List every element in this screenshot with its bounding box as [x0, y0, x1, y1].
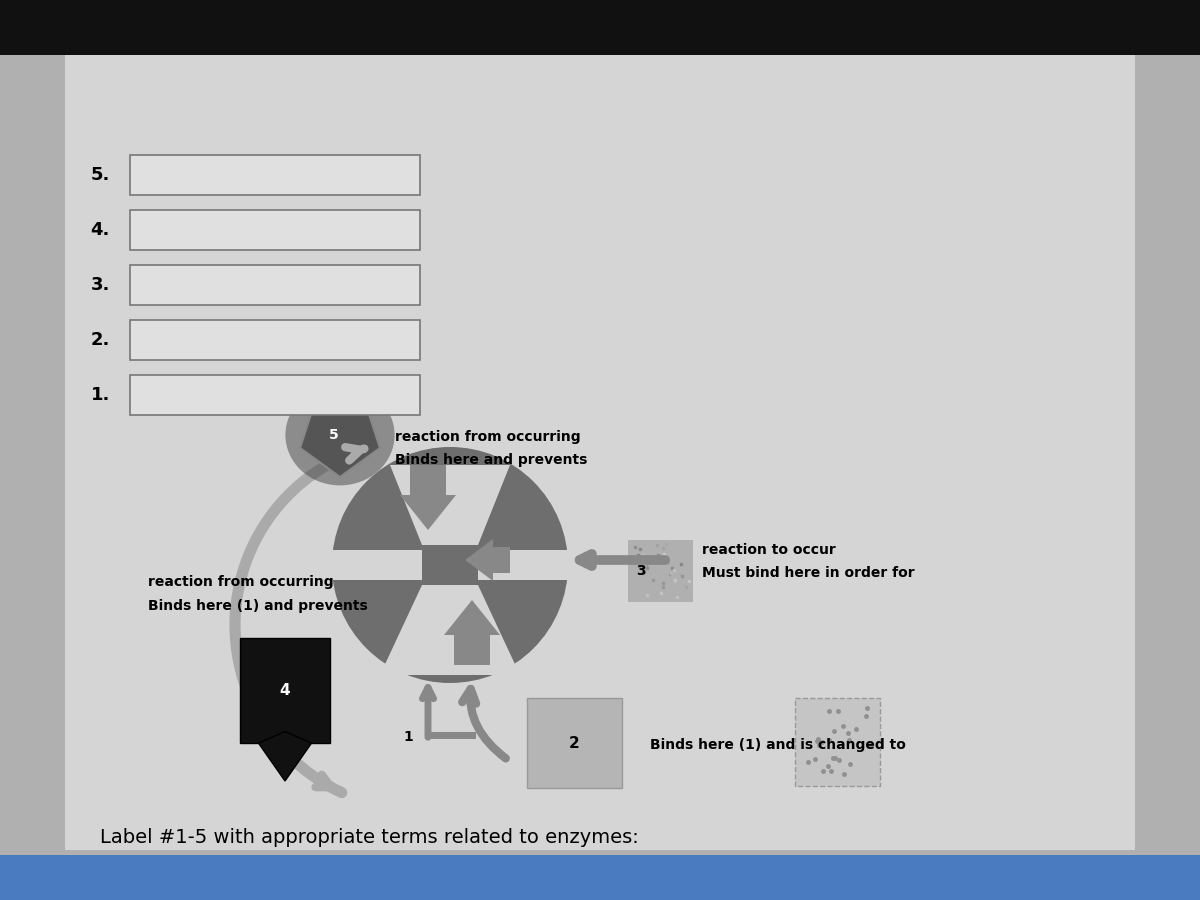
Polygon shape — [380, 585, 520, 675]
Bar — [527, 698, 622, 788]
Bar — [628, 540, 694, 602]
Text: 2: 2 — [569, 735, 580, 751]
Text: 4.: 4. — [91, 221, 110, 239]
Text: Binds here (1) and prevents: Binds here (1) and prevents — [148, 599, 367, 613]
Text: Binds here and prevents: Binds here and prevents — [395, 453, 587, 467]
Bar — [240, 638, 330, 743]
Bar — [796, 698, 880, 786]
Text: 1: 1 — [403, 730, 413, 744]
Text: 3: 3 — [636, 564, 646, 578]
Polygon shape — [478, 550, 568, 580]
Text: reaction to occur: reaction to occur — [702, 543, 835, 557]
Bar — [0, 855, 1200, 900]
Text: 1.: 1. — [91, 386, 110, 404]
Text: 3.: 3. — [91, 276, 110, 294]
Text: Must bind here in order for: Must bind here in order for — [702, 566, 914, 580]
Bar — [130, 155, 420, 195]
FancyArrow shape — [400, 465, 456, 530]
FancyArrow shape — [444, 600, 500, 665]
Bar — [0, 0, 1200, 55]
Polygon shape — [390, 465, 510, 545]
Bar — [130, 320, 420, 360]
Polygon shape — [332, 550, 422, 580]
Ellipse shape — [332, 447, 568, 683]
Text: 5.: 5. — [91, 166, 110, 184]
Bar — [130, 210, 420, 250]
Text: reaction from occurring: reaction from occurring — [148, 575, 334, 589]
Text: reaction from occurring: reaction from occurring — [395, 430, 581, 444]
Text: 5: 5 — [329, 428, 338, 442]
Text: 4: 4 — [280, 683, 290, 698]
Text: 2.: 2. — [91, 331, 110, 349]
Text: Label #1-5 with appropriate terms related to enzymes:: Label #1-5 with appropriate terms relate… — [100, 828, 638, 847]
Text: Binds here (1) and is changed to: Binds here (1) and is changed to — [650, 738, 906, 752]
Bar — [65, 20, 1135, 850]
Bar — [130, 265, 420, 305]
Ellipse shape — [286, 384, 395, 485]
Polygon shape — [258, 732, 312, 781]
FancyArrow shape — [466, 539, 510, 581]
Bar — [130, 375, 420, 415]
Polygon shape — [300, 401, 380, 477]
